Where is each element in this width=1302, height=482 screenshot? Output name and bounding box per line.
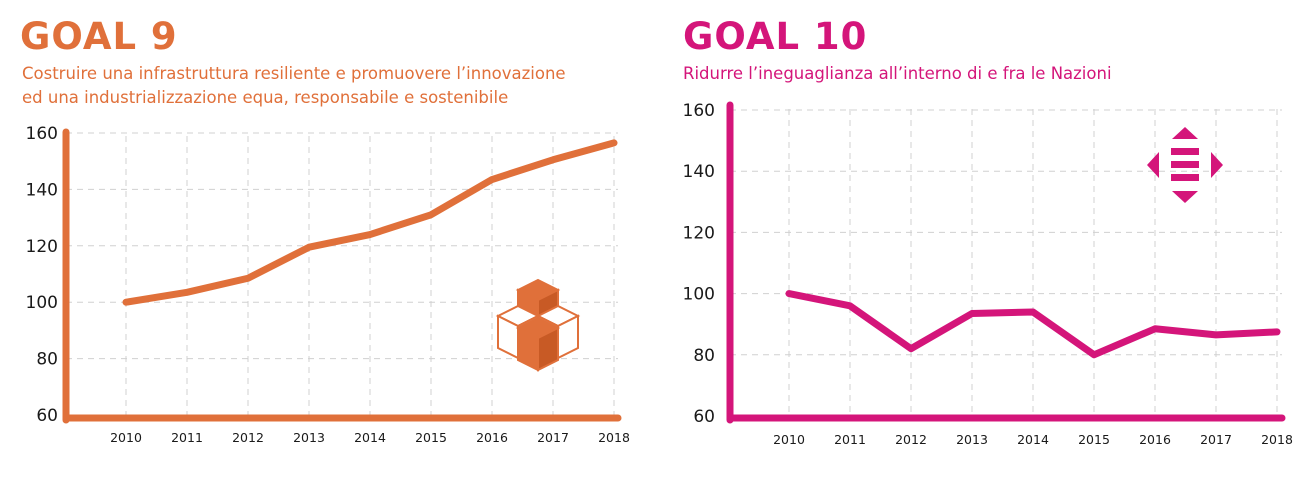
- y-tick-label: 160: [26, 124, 58, 144]
- goal-10-subtitle-line-1: Ridurre l’ineguaglianza all’interno di e…: [683, 64, 1112, 83]
- x-tick-label: 2014: [1017, 432, 1049, 447]
- x-tick-label: 2014: [354, 430, 386, 445]
- x-tick-label: 2015: [1078, 432, 1110, 447]
- goal-10-line-chart: 60 80 100 120 140 160 2010 2011 2012 2013 2014 2015…: [683, 101, 1293, 447]
- x-tick-label: 2017: [537, 430, 569, 445]
- goal-9-panel: GOAL 9 Costruire una infrastruttura resi…: [0, 0, 650, 482]
- equality-arrows-icon: [1147, 127, 1223, 203]
- y-tick-label: 120: [683, 223, 715, 243]
- goal-9-series-line: [122, 139, 618, 306]
- x-tick-label: 2012: [895, 432, 927, 447]
- cube-shape: [515, 316, 561, 372]
- x-tick-label: 2016: [1139, 432, 1171, 447]
- y-tick-label: 120: [26, 237, 58, 257]
- y-tick-label: 160: [683, 101, 715, 121]
- goal-9-grid: [66, 132, 618, 418]
- y-tick-label: 80: [693, 346, 715, 366]
- x-tick-label: 2016: [476, 430, 508, 445]
- arrow-up: [1172, 127, 1198, 139]
- y-tick-label: 80: [36, 350, 58, 370]
- x-tick-label: 2011: [834, 432, 866, 447]
- goal-10-title: GOAL 10: [683, 15, 868, 58]
- goal-9-title: GOAL 9: [20, 15, 178, 58]
- cubes-icon: [495, 278, 581, 372]
- arrow-right: [1211, 152, 1223, 178]
- x-tick-label: 2011: [171, 430, 203, 445]
- cube-right: [537, 326, 559, 372]
- equal-bar-top: [1171, 148, 1199, 155]
- y-tick-label: 100: [26, 293, 58, 313]
- goal-9-subtitle-line-2: ed una industrializzazione equa, respons…: [22, 88, 509, 107]
- y-tick-label: 140: [26, 180, 58, 200]
- x-tick-label: 2010: [110, 430, 142, 445]
- y-tick-label: 60: [693, 407, 715, 427]
- equal-bar-bottom: [1171, 174, 1199, 181]
- goal-9-subtitle-line-1: Costruire una infrastruttura resiliente …: [22, 64, 566, 83]
- equal-bar-middle: [1171, 161, 1199, 168]
- y-tick-label: 140: [683, 162, 715, 182]
- goal-10-subtitle: Ridurre l’ineguaglianza all’interno di e…: [683, 62, 1112, 86]
- y-tick-label: 100: [683, 285, 715, 305]
- x-tick-label: 2015: [415, 430, 447, 445]
- x-tick-label: 2013: [956, 432, 988, 447]
- x-tick-label: 2018: [598, 430, 630, 445]
- x-tick-label: 2018: [1261, 432, 1293, 447]
- arrow-left: [1147, 152, 1159, 178]
- goal-9-line-chart: 60 80 100 120 140 160 2010 2011 2012 2013 2014 2015…: [26, 124, 630, 445]
- y-tick-label: 60: [36, 406, 58, 426]
- goal-9-subtitle: Costruire una infrastruttura resiliente …: [22, 62, 566, 110]
- x-tick-label: 2017: [1200, 432, 1232, 447]
- x-tick-label: 2012: [232, 430, 264, 445]
- goal-10-grid: [730, 109, 1282, 418]
- x-tick-label: 2013: [293, 430, 325, 445]
- x-tick-label: 2010: [773, 432, 805, 447]
- goal-10-panel: GOAL 10 Ridurre l’ineguaglianza all’inte…: [650, 0, 1302, 482]
- arrow-down: [1172, 191, 1198, 203]
